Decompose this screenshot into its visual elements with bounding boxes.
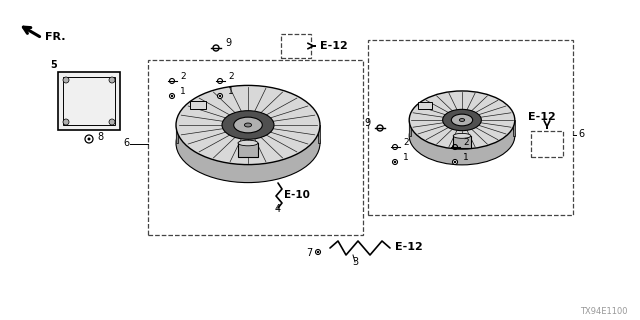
Text: 4: 4 [275,204,281,214]
Bar [58,72,120,130]
Bar [189,101,205,109]
Circle shape [452,159,458,164]
Bar [238,143,258,157]
Polygon shape [409,120,411,136]
Polygon shape [318,125,320,143]
Text: FR.: FR. [45,32,65,42]
Text: E-12: E-12 [528,112,556,122]
Text: E-10: E-10 [284,190,310,200]
Text: E-12: E-12 [395,242,423,252]
Circle shape [63,77,69,83]
Ellipse shape [453,133,471,138]
Circle shape [170,93,175,99]
Circle shape [171,95,173,97]
Circle shape [218,93,223,99]
Text: 5: 5 [51,60,58,70]
Bar [418,102,432,109]
Circle shape [219,95,221,97]
Circle shape [316,250,321,254]
Text: 6: 6 [578,129,584,139]
Polygon shape [513,120,515,136]
Text: 1: 1 [228,87,234,96]
Circle shape [392,159,397,164]
Ellipse shape [244,123,252,127]
Text: 7: 7 [306,248,312,258]
Circle shape [109,119,115,125]
Text: 8: 8 [97,132,103,142]
Ellipse shape [234,117,262,133]
Text: 9: 9 [364,118,370,128]
Text: TX94E1100: TX94E1100 [580,307,628,316]
Ellipse shape [176,103,320,183]
Text: 1: 1 [403,153,409,162]
Circle shape [394,161,396,163]
Text: 1: 1 [463,153,468,162]
Bar [453,136,471,148]
Circle shape [454,161,456,163]
Ellipse shape [409,91,515,149]
Text: 2: 2 [228,72,234,81]
Text: 3: 3 [352,257,358,267]
Text: 1: 1 [180,87,186,96]
Ellipse shape [238,140,258,146]
Bar [148,60,363,235]
Bar [63,77,115,125]
Ellipse shape [451,114,473,126]
Circle shape [109,77,115,83]
Bar [368,40,573,215]
Circle shape [63,119,69,125]
Text: E-12: E-12 [320,41,348,51]
Text: 2: 2 [180,72,186,81]
Ellipse shape [176,85,320,164]
Circle shape [85,135,93,143]
Bar [531,131,563,157]
Ellipse shape [222,111,274,139]
Bar [281,34,311,58]
Polygon shape [176,125,178,143]
Text: 6: 6 [123,138,129,148]
Ellipse shape [409,107,515,165]
Circle shape [317,251,319,253]
Circle shape [88,138,90,140]
Ellipse shape [460,118,465,122]
Ellipse shape [443,109,481,131]
Text: 2: 2 [463,138,468,147]
Text: 2: 2 [403,138,408,147]
Text: 9: 9 [225,38,231,48]
